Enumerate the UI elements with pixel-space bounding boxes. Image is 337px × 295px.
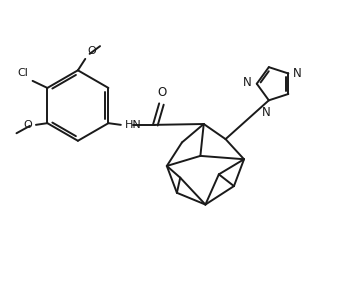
Text: Cl: Cl	[18, 68, 29, 78]
Text: N: N	[262, 106, 271, 119]
Text: N: N	[293, 67, 302, 80]
Text: O: O	[157, 86, 167, 99]
Text: O: O	[24, 120, 33, 130]
Text: HN: HN	[125, 120, 142, 130]
Text: O: O	[87, 46, 96, 56]
Text: N: N	[243, 76, 252, 88]
